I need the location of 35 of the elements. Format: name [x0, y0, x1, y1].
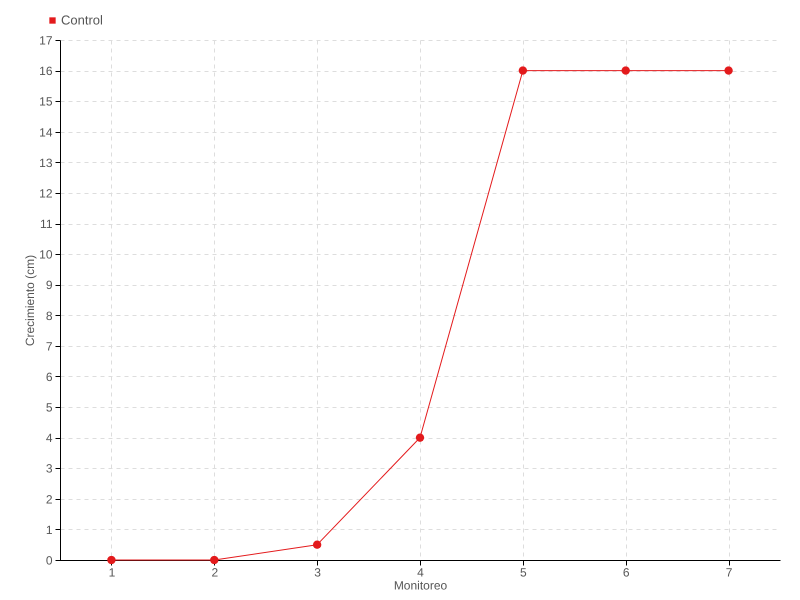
x-tick-label: 1	[108, 566, 116, 580]
x-tick-label: 3	[314, 566, 322, 580]
y-tick-label: 15	[39, 94, 53, 109]
point	[518, 66, 528, 75]
legend-label: Control	[61, 12, 104, 28]
y-tick-label: 10	[39, 248, 53, 262]
y-tick-label: 4	[46, 431, 53, 446]
y-tick-label: 8	[46, 308, 53, 323]
point	[724, 66, 733, 75]
x-tick-label: 4	[417, 566, 424, 580]
y-tick-label: 0	[46, 554, 53, 568]
y-axis-title: Crecimiento (cm)	[23, 254, 38, 346]
x-tick-label: 2	[211, 566, 218, 580]
y-tick-label: 12	[39, 186, 53, 200]
y-tick-label: 5	[46, 400, 53, 415]
y-tick-label: 14	[39, 125, 53, 140]
point	[107, 556, 116, 564]
point	[210, 556, 218, 564]
x-tick-label: 5	[520, 566, 528, 580]
x-axis-title: Monitoreo	[394, 578, 448, 592]
y-tick-label: 3	[46, 462, 53, 476]
x-tick-label: 7	[726, 566, 733, 580]
point	[622, 66, 630, 75]
point	[312, 540, 322, 549]
y-tick-label: 7	[46, 339, 53, 354]
y-tick-label: 17	[39, 34, 53, 48]
y-tick-label: 2	[46, 492, 53, 506]
y-tick-label: 1	[46, 522, 53, 537]
point	[416, 433, 424, 442]
y-tick-label: 13	[39, 156, 53, 170]
y-tick-label: 9	[46, 278, 53, 292]
x-tick-label: 6	[622, 566, 630, 580]
y-tick-label: 11	[40, 217, 53, 232]
y-tick-label: 16	[39, 64, 53, 78]
y-tick-label: 6	[46, 370, 53, 384]
